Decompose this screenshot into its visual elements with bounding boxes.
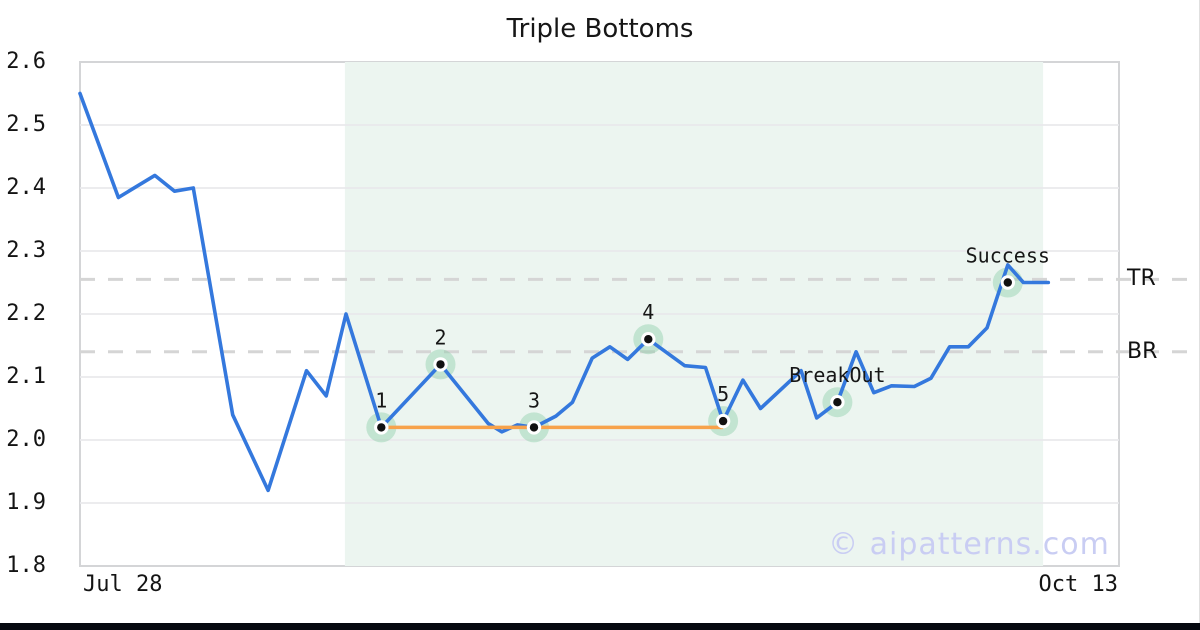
- marker-label: Success: [966, 244, 1050, 268]
- marker-label: 1: [375, 388, 387, 412]
- y-tick-label: 2.3: [6, 238, 46, 263]
- bottom-bar: [0, 623, 1200, 630]
- marker-dot: [377, 423, 386, 432]
- marker-label: 2: [434, 325, 446, 349]
- y-tick-label: 2.1: [6, 364, 46, 389]
- marker-dot: [718, 416, 728, 426]
- y-tick-label: 2.6: [6, 49, 46, 74]
- y-tick-label: 2.2: [6, 301, 46, 326]
- y-tick-label: 2.5: [6, 112, 46, 137]
- marker-label: BreakOut: [789, 363, 885, 387]
- marker-dot: [529, 423, 539, 432]
- marker-dot: [1003, 278, 1012, 287]
- marker-dot: [644, 335, 653, 344]
- chart-title: Triple Bottoms: [506, 14, 694, 44]
- marker-dot: [436, 360, 445, 369]
- y-tick-label: 1.8: [6, 553, 46, 578]
- price-line: [78, 91, 1051, 493]
- price-chart: 1 2 3 4 5 BreakOut Success: [78, 62, 1195, 566]
- marker-label: 4: [642, 300, 654, 324]
- target-level-label: TR: [1127, 266, 1156, 291]
- x-axis-label-end: Oct 13: [1038, 572, 1118, 597]
- marker-label: 5: [717, 382, 729, 406]
- y-tick-label: 2.4: [6, 175, 46, 200]
- y-tick-label: 2.0: [6, 427, 46, 452]
- watermark: © aipatterns.com: [828, 527, 1110, 562]
- y-tick-label: 1.9: [6, 490, 46, 515]
- marker-label: 3: [528, 388, 540, 412]
- y-axis-tick-labels: 2.6 2.5 2.4 2.3 2.2 2.1 2.0 1.9 1.8: [0, 49, 46, 578]
- x-axis-label-start: Jul 28: [83, 572, 163, 597]
- plot-area: 1 2 3 4 5 BreakOut Success: [78, 61, 1195, 567]
- marker-dot: [833, 398, 842, 407]
- breakout-level-label: BR: [1127, 339, 1158, 364]
